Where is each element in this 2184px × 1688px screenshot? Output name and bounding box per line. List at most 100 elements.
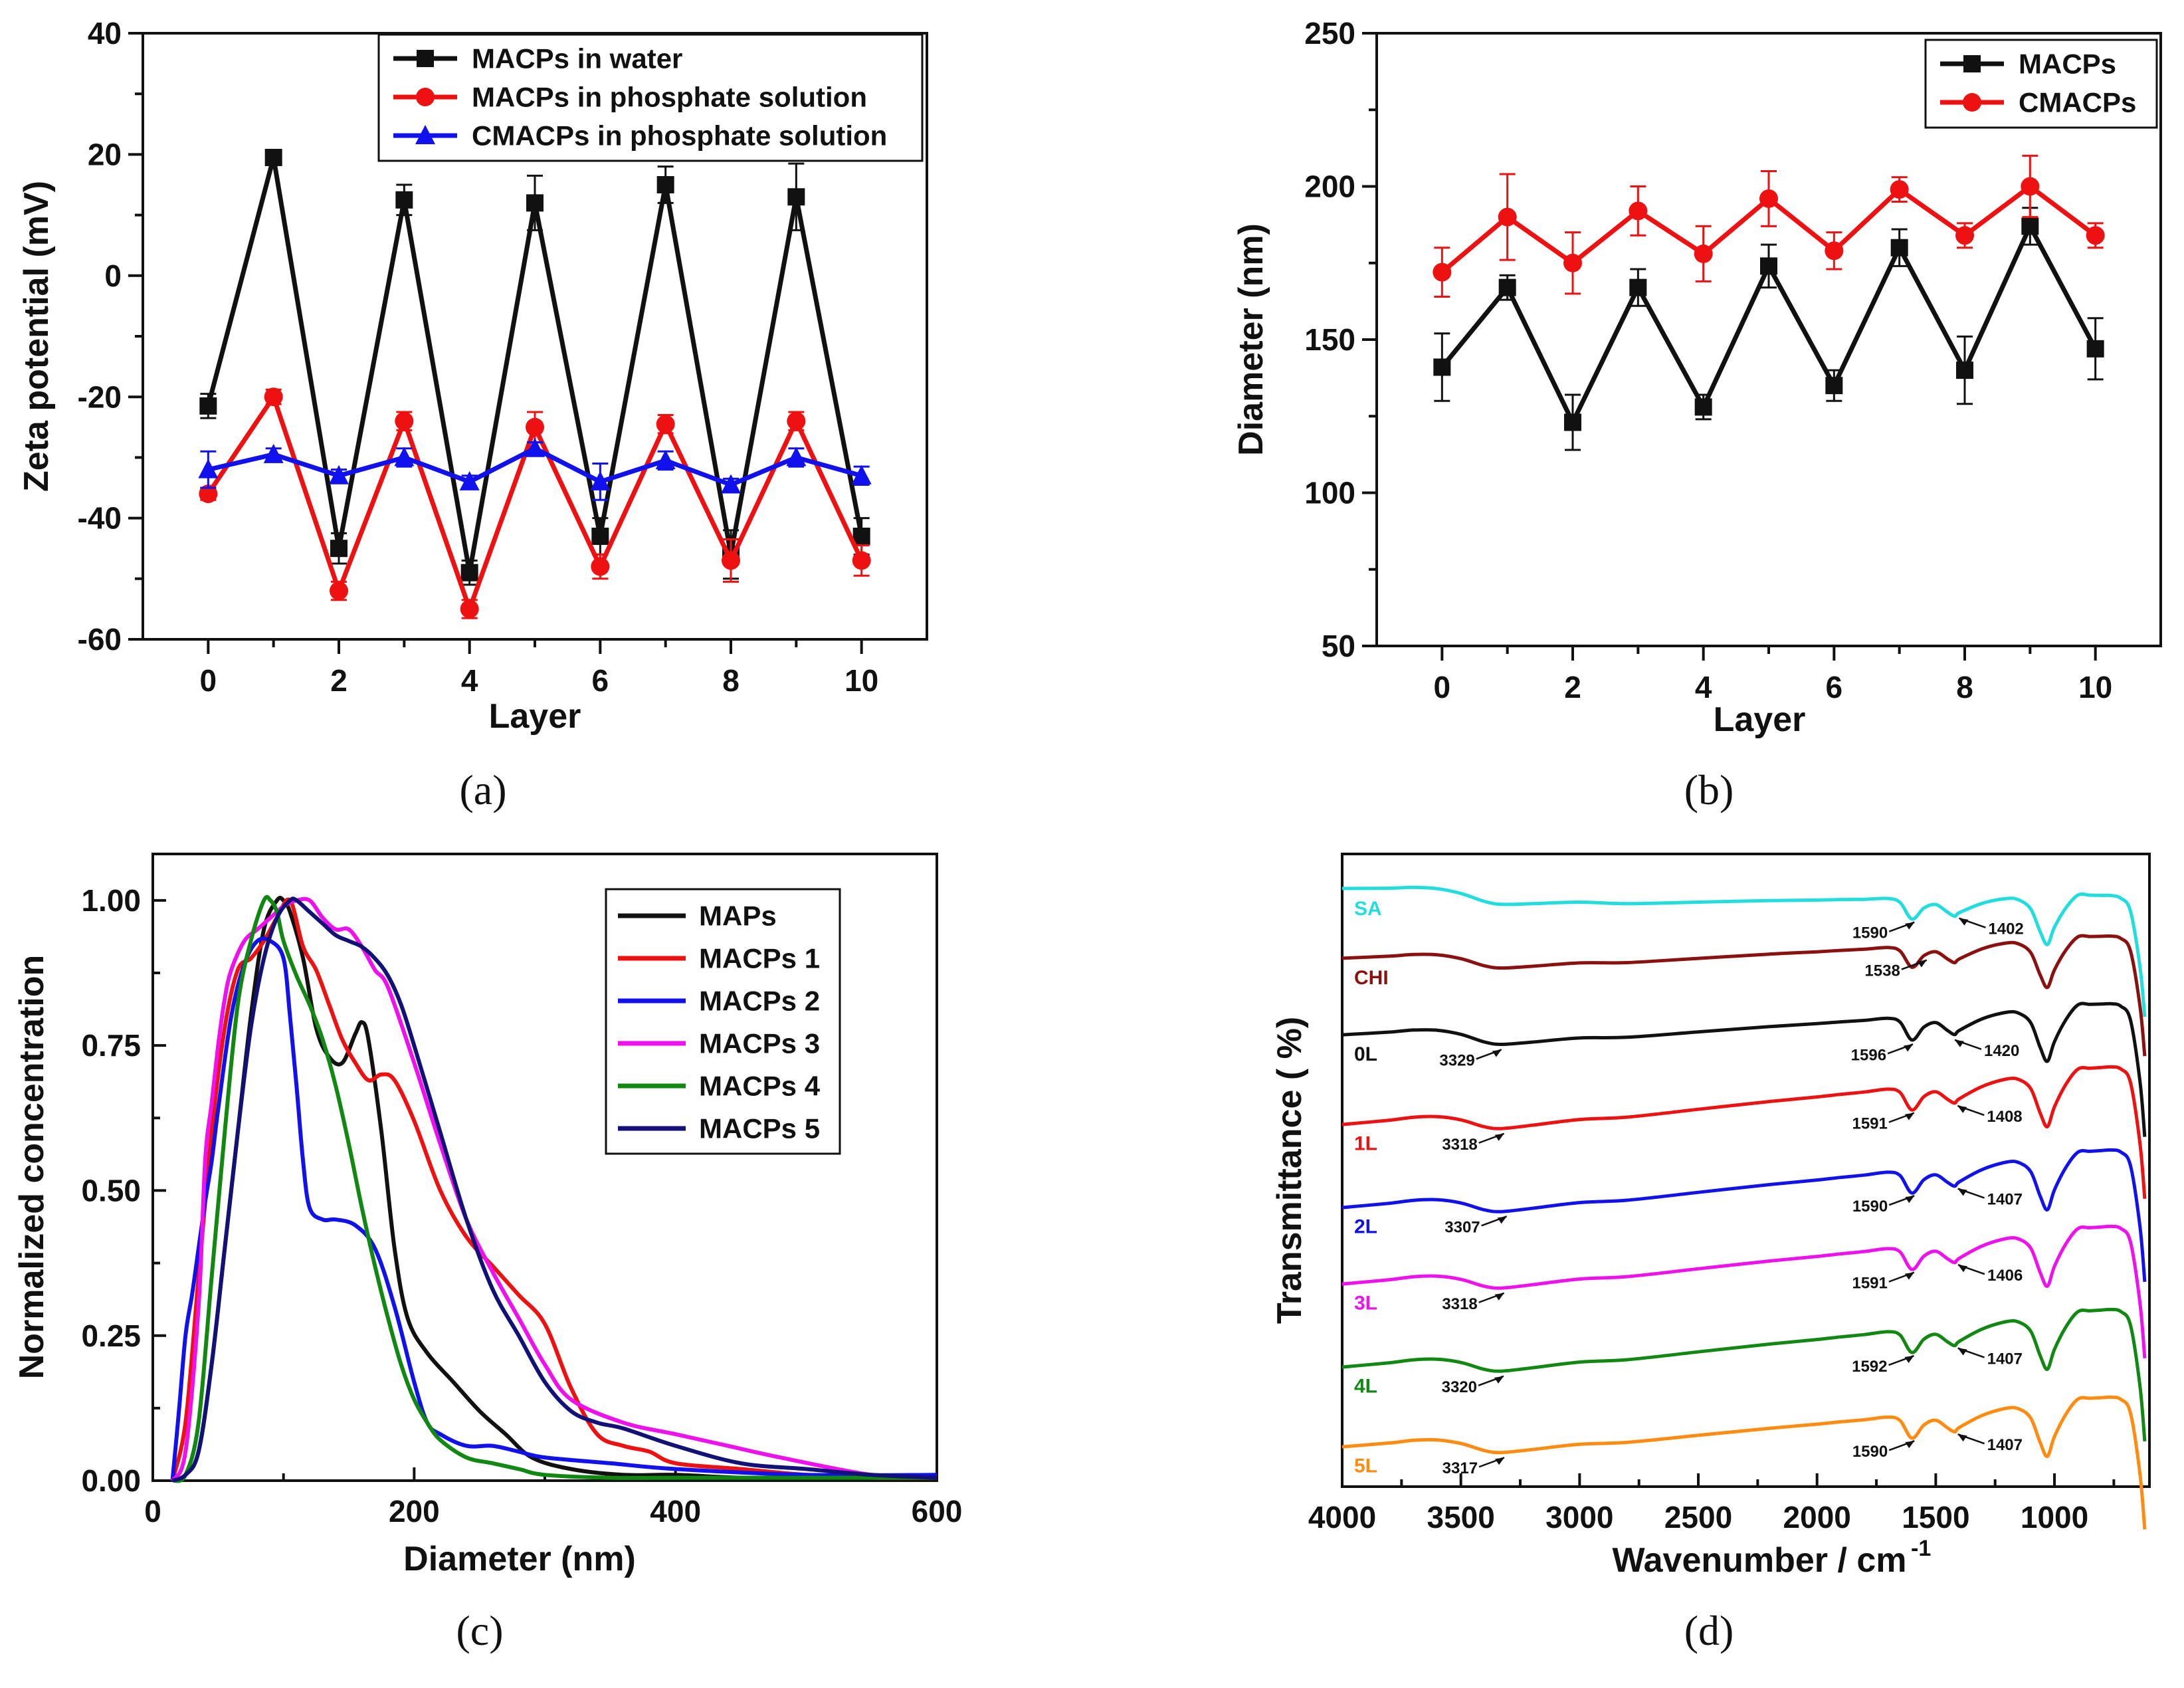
spectrum-label: SA (1354, 898, 1382, 920)
peak-annotation: 1406 (1957, 1264, 2023, 1285)
data-point (1760, 257, 1777, 275)
x-tick-label: 10 (844, 663, 878, 698)
data-point (394, 447, 415, 467)
series-1 (1433, 154, 2105, 298)
legend-label: CMACPs in phosphate solution (472, 120, 887, 152)
spectrum-label: CHI (1354, 967, 1389, 989)
peak-annotation: 3318 (1442, 1292, 1505, 1313)
legend-marker (415, 125, 435, 144)
peak-arrowhead (1494, 1133, 1504, 1141)
legend-marker (1963, 93, 1981, 112)
spectrum-curve (1341, 1148, 2147, 1283)
peak-arrowhead (1957, 1105, 1967, 1113)
peak-arrowhead (1905, 922, 1915, 930)
spectrum-curve (1341, 885, 2147, 1017)
legend-box (377, 33, 924, 162)
data-point (460, 564, 478, 581)
peak-label: 1407 (1987, 1436, 2023, 1454)
y-tick-label: 0.00 (81, 1463, 141, 1498)
data-point (1629, 201, 1648, 221)
spectrum-0: SA 1590 1402 (1341, 885, 2147, 1017)
x-axis-label: Diameter (nm) (403, 1540, 636, 1578)
data-point (330, 540, 347, 558)
legend-marker (417, 50, 434, 67)
y-axis-label: Diameter (nm) (1232, 223, 1270, 456)
data-point (199, 397, 217, 415)
spectrum-curve (1341, 1002, 2147, 1137)
peak-annotation: 1591 (1852, 1271, 1915, 1293)
legend-label: MACPs 3 (699, 1028, 820, 1059)
series-3-curve (170, 897, 938, 1482)
peak-label: 3318 (1442, 1295, 1477, 1313)
y-tick-label: 150 (1304, 322, 1355, 357)
x-axis-label: Layer (489, 697, 581, 736)
peak-label: 1406 (1987, 1267, 2023, 1285)
data-point (263, 443, 284, 463)
series-1 (199, 387, 871, 619)
x-tick-label: 6 (592, 663, 609, 698)
chart-d: 4000 3500 3000 2500 2000 1500 1000 Wavenumber /… (1270, 853, 2151, 1654)
x-tick-label: 4 (1695, 670, 1712, 704)
data-point (459, 471, 480, 490)
peak-annotation: 3329 (1439, 1049, 1502, 1069)
spectrum-4: 2L 3307 1590 1407 (1341, 1148, 2147, 1283)
x-axis-label: Layer (1714, 700, 1806, 739)
data-point (1498, 278, 1516, 296)
data-point (787, 188, 805, 206)
data-point (395, 191, 413, 209)
data-point (199, 484, 218, 504)
x-tick-label: 2 (330, 663, 347, 698)
peak-arrowhead (1957, 1434, 1967, 1442)
spectrum-1: CHI 1538 (1341, 934, 2147, 1057)
peak-arrowhead (1494, 1293, 1504, 1301)
data-point (329, 465, 349, 484)
series-4-curve (171, 895, 937, 1483)
spectrum-label: 4L (1354, 1375, 1377, 1397)
peak-arrowhead (1497, 1216, 1507, 1224)
peak-label: 1590 (1852, 1198, 1888, 1215)
data-point (591, 557, 610, 576)
y-tick-label: 1.00 (81, 883, 141, 918)
data-point (1825, 377, 1843, 395)
legend-label: MACPs 2 (699, 986, 820, 1017)
x-tick-label: 3000 (1545, 1500, 1613, 1534)
peak-label: 1592 (1852, 1358, 1887, 1376)
data-point (395, 411, 414, 431)
peak-arrowhead (1917, 960, 1927, 968)
peak-annotation: 1592 (1852, 1354, 1914, 1376)
peak-arrowhead (1904, 1356, 1914, 1364)
peak-annotation: 1402 (1958, 917, 2024, 938)
x-tick-label: 2500 (1664, 1500, 1732, 1534)
data-point (852, 551, 871, 570)
peak-label: 1407 (1987, 1350, 2023, 1368)
y-tick-label: 0.75 (81, 1028, 141, 1063)
peak-annotation: 3307 (1444, 1215, 1508, 1236)
peak-annotation: 1407 (1957, 1433, 2023, 1454)
series-1-curve (170, 897, 938, 1481)
x-tick-label: 200 (389, 1494, 440, 1529)
legend: MACPs in water MACPs in phosphate solutio… (377, 33, 924, 162)
y-tick-label: 100 (1304, 476, 1355, 510)
data-point (852, 527, 870, 545)
peak-arrowhead (1957, 1348, 1967, 1356)
peak-arrowhead (1959, 918, 1969, 926)
data-point (1563, 253, 1582, 272)
peak-arrowhead (1957, 1265, 1967, 1273)
chart-c: 0 200 400 600 0.00 0.25 0.50 0.75 1.00 Diameter (… (13, 853, 962, 1654)
peak-arrowhead (1495, 1457, 1505, 1465)
y-tick-label: 40 (88, 16, 122, 51)
data-point (526, 417, 544, 437)
x-tick-label: 400 (650, 1494, 701, 1529)
data-point (198, 459, 219, 478)
x-tick-label: 10 (2078, 670, 2112, 704)
peak-label: 1538 (1864, 962, 1900, 980)
peak-arrowhead (1904, 1272, 1914, 1280)
data-point (655, 449, 676, 469)
x-tick-label: 0 (200, 663, 217, 698)
x-tick-label: 4000 (1308, 1500, 1376, 1534)
data-point (525, 437, 545, 457)
x-tick-label: 1500 (1902, 1500, 1969, 1534)
data-point (2021, 217, 2039, 235)
spectrum-2: 0L 3329 1596 1420 (1341, 1002, 2147, 1137)
data-point (656, 415, 675, 434)
